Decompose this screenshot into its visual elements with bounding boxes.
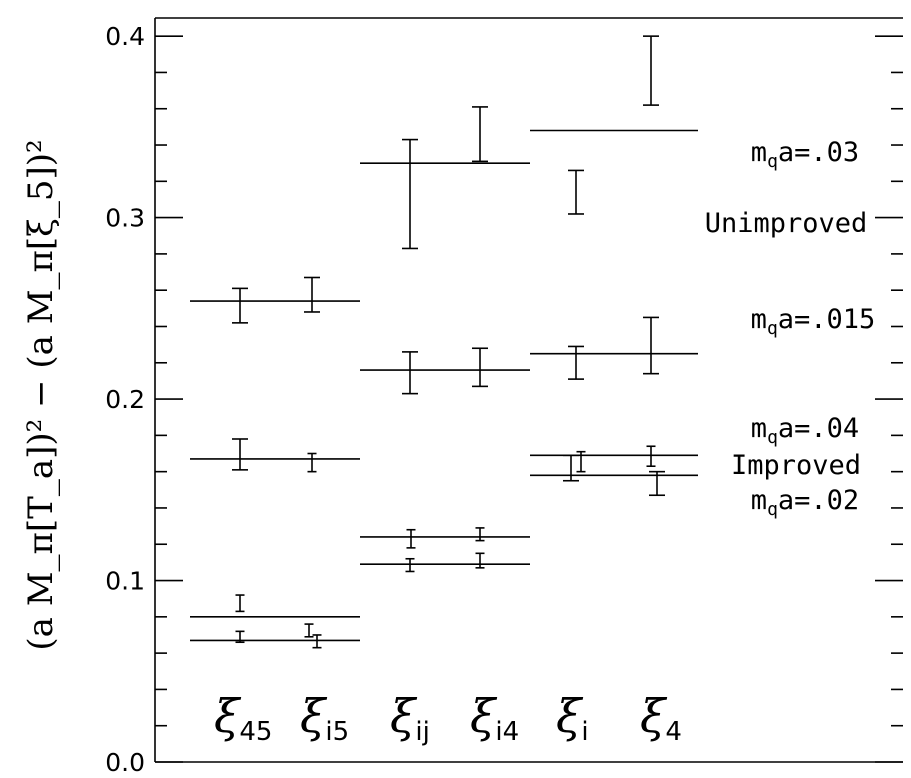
category-label: ξij [390,689,430,747]
annotation-label: Improved [731,450,861,481]
category-labels: ξ45 ξi5 ξij ξi4 ξi ξ4 [214,689,682,747]
y-tick-label: 0.0 [105,748,145,777]
y-tick-label: 0.1 [105,567,145,596]
axis-ticks [155,35,903,763]
y-axis-label: (a M_π[T_a])² − (a M_π[ξ_5])² [21,139,61,650]
level-lines [190,129,698,642]
y-tick-label: 0.2 [105,385,145,414]
annotation-label: mqa=.04 [751,413,859,448]
category-label: ξi4 [470,689,519,747]
annotation-label: mqa=.02 [751,485,859,520]
category-label: ξ45 [214,689,272,747]
annotation-label: mqa=.015 [751,304,876,339]
category-label: ξi5 [300,689,349,747]
category-label: ξi [556,689,589,747]
tick-labels: 0.0 0.1 0.2 0.3 0.4 [105,22,145,777]
error-bars [232,35,665,649]
plot-frame [154,17,903,763]
y-tick-label: 0.3 [105,204,145,233]
category-label: ξ4 [640,689,682,747]
annotation-label: mqa=.03 [751,137,859,172]
annotation-label: Unimproved [705,208,868,239]
annotations: mqa=.03 Unimproved mqa=.015 mqa=.04Improved… [705,137,876,520]
y-tick-label: 0.4 [105,22,145,51]
